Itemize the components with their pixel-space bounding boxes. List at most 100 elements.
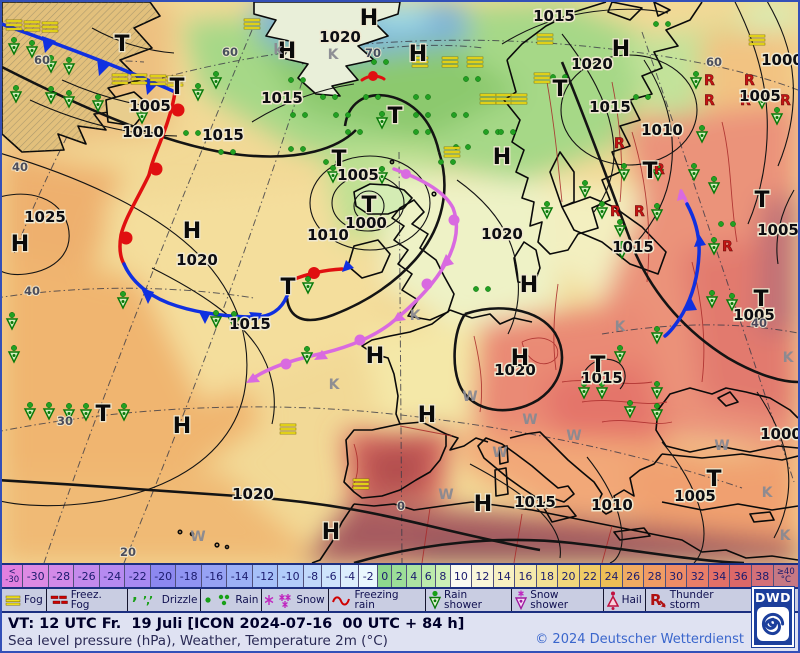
- low-center-label: T: [590, 353, 605, 378]
- high-center-label: H: [418, 403, 436, 428]
- fog-symbol: [111, 73, 129, 85]
- pressure-label: 1020: [571, 55, 613, 73]
- grid-label: 20: [120, 545, 136, 559]
- rain-shower-icon: [429, 590, 442, 610]
- scale-cell: 8: [436, 565, 451, 587]
- thunderstorm-symbol: R: [780, 93, 791, 109]
- rain-symbol: [463, 76, 481, 82]
- scale-cell: -14: [227, 565, 253, 587]
- pressure-label: 1010: [591, 496, 633, 514]
- low-center-label: T: [280, 275, 295, 300]
- fog-symbol: [279, 423, 297, 435]
- pressure-label: 1015: [581, 369, 623, 387]
- scale-cell: 6: [421, 565, 437, 587]
- pressure-label: 1005: [674, 487, 716, 505]
- dwd-spiral-icon: [757, 607, 789, 641]
- rain-shower-symbol: [326, 165, 340, 184]
- grid-label: 30: [57, 414, 73, 428]
- legend-item-rain: Rain: [200, 589, 261, 611]
- rain-shower-symbol: [725, 293, 739, 312]
- pressure-label: 1015: [589, 98, 631, 116]
- pressure-label: 1015: [612, 238, 654, 256]
- scale-cell: 14: [493, 565, 516, 587]
- scale-cell: -22: [125, 565, 151, 587]
- rain-shower-symbol: [650, 403, 664, 422]
- legend-label: Freez. Fog: [70, 589, 102, 611]
- low-center-label: T: [361, 193, 376, 218]
- drizzle-icon: , , , ,: [131, 592, 159, 608]
- rain-shower-symbol: [44, 86, 58, 105]
- fog-symbol: [533, 72, 551, 84]
- rain-shower-symbol: [9, 85, 23, 104]
- svg-text:,: ,: [149, 592, 153, 601]
- airmass-label: K: [762, 485, 774, 501]
- pressure-label: 1015: [229, 315, 271, 333]
- temperature-field: [2, 2, 798, 563]
- legend-label: Snow: [296, 594, 325, 606]
- airmass-label: W: [492, 445, 507, 461]
- low-center-label: T: [754, 188, 769, 213]
- scale-cell: 10: [450, 565, 473, 587]
- scale-cell: -8: [303, 565, 323, 587]
- high-center-label: H: [612, 37, 630, 62]
- grid-label: 0: [397, 499, 405, 513]
- rain-shower-symbol: [227, 311, 241, 330]
- rain-shower-symbol: [578, 180, 592, 199]
- rain-shower-symbol: [44, 55, 58, 74]
- rain-shower-symbol: [595, 381, 609, 400]
- pressure-label: 1020: [232, 485, 274, 503]
- legend-item-rain-shower: Rain shower: [425, 589, 511, 611]
- rain-shower-symbol: [301, 276, 315, 295]
- rain-shower-symbol: [116, 291, 130, 310]
- high-center-label: H: [278, 39, 296, 64]
- low-center-label: T: [706, 467, 721, 492]
- grid-label: 40: [12, 160, 28, 174]
- fog-symbol: [5, 19, 23, 31]
- rain-shower-symbol: [209, 71, 223, 90]
- scale-cell: 4: [406, 565, 422, 587]
- rain-symbol: [371, 59, 389, 65]
- rain-shower-symbol: [25, 40, 39, 59]
- legend-label: Rain shower: [444, 589, 482, 611]
- rain-shower-symbol: [650, 203, 664, 222]
- airmass-label: K: [780, 528, 792, 544]
- fog-icon: [5, 593, 21, 607]
- high-center-label: H: [183, 219, 201, 244]
- rain-shower-symbol: [191, 83, 205, 102]
- pressure-label: 1010: [307, 226, 349, 244]
- thunderstorm-symbol: R: [634, 204, 645, 220]
- airmass-label: W: [190, 529, 205, 545]
- snow-icon: [265, 592, 293, 608]
- high-center-label: H: [493, 145, 511, 170]
- thunderstorm-symbol: R: [610, 204, 621, 220]
- low-center-label: T: [753, 287, 768, 312]
- scale-cell: 18: [536, 565, 559, 587]
- rain-shower-symbol: [689, 71, 703, 90]
- rain-symbol: [473, 286, 491, 292]
- low-center-label: T: [95, 402, 110, 427]
- rain-shower-symbol: [91, 94, 105, 113]
- scale-cell: 0: [377, 565, 393, 587]
- airmass-label: k: [273, 42, 283, 58]
- grid-label: 40: [24, 284, 40, 298]
- low-center-label: T: [552, 77, 567, 102]
- high-center-label: H: [409, 42, 427, 67]
- fog-symbol: [479, 93, 497, 105]
- scale-cell: 28: [644, 565, 666, 587]
- rain-shower-symbol: [577, 381, 591, 400]
- low-center-label: T: [387, 104, 402, 129]
- high-center-label: H: [474, 492, 492, 517]
- rain-shower-symbol: [23, 402, 37, 421]
- thunderstorm-symbol: R: [654, 162, 665, 178]
- fog-symbol: [443, 146, 461, 158]
- scale-cell: < -30: [2, 565, 24, 587]
- grid-label: 60: [706, 55, 722, 69]
- rain-symbol: [323, 159, 341, 165]
- legend-item-drizzle: , , , , Drizzle: [126, 589, 201, 611]
- copyright: © 2024 Deutscher Wetterdienst: [535, 632, 744, 647]
- fog-symbol: [411, 56, 429, 68]
- chart-title: VT: 12 UTC Fr. 19 Juli [ICON 2024-07-16 …: [8, 616, 465, 632]
- scale-cell: -20: [150, 565, 177, 587]
